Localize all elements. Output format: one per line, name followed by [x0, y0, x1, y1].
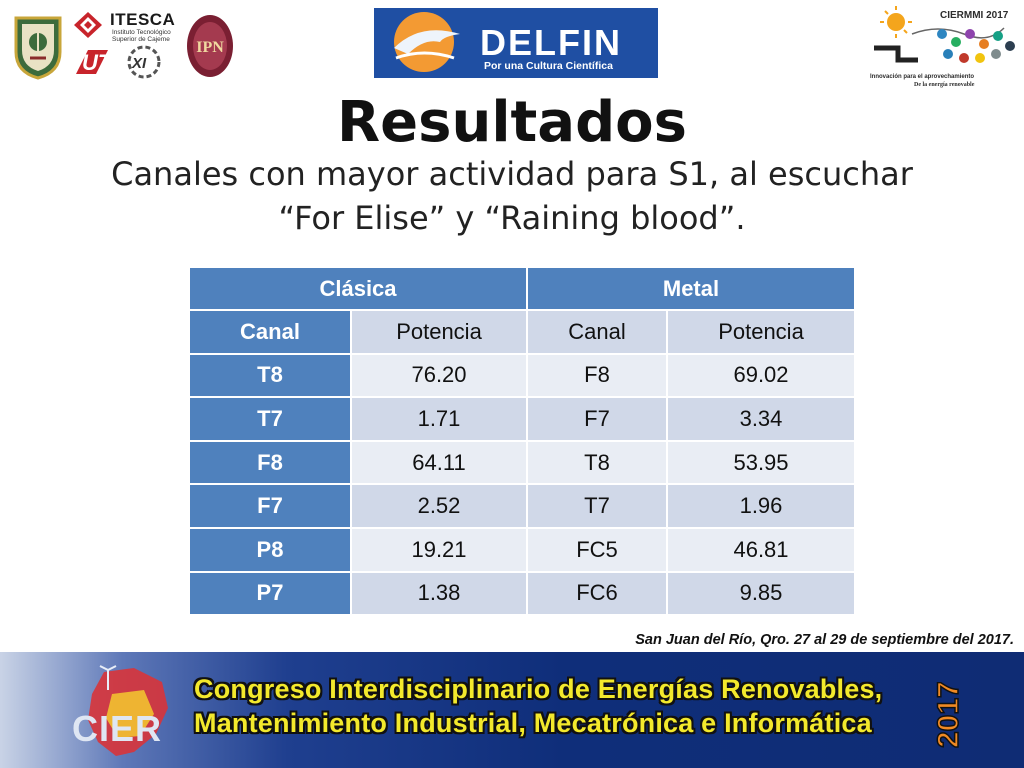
slide-title: Resultados	[337, 90, 687, 155]
row-potencia-metal: 3.34	[668, 398, 856, 442]
row-potencia-metal: 1.96	[668, 485, 856, 529]
column-header-potencia-clasica: Potencia	[352, 311, 528, 355]
group-header-clasica: Clásica	[190, 268, 528, 311]
ciermmi-title: CIERMMI 2017	[940, 10, 1009, 21]
banner-title-line-1: Congreso Interdisciplinario de Energías …	[194, 674, 883, 704]
itesca-sub-line-2: Superior de Cajeme	[112, 36, 170, 43]
table-row: T8 76.20 F8 69.02	[190, 354, 856, 399]
row-canal-metal: T8	[528, 441, 668, 486]
itesca-name: ITESCA	[110, 10, 176, 29]
row-potencia-metal: 69.02	[668, 354, 856, 399]
column-header-potencia-metal: Potencia	[668, 311, 856, 355]
delfin-wordmark: DELFIN	[480, 22, 622, 63]
row-canal-clasica: F7	[190, 485, 352, 529]
itesca-logo: ITESCA Instituto Tecnológico Superior de…	[70, 8, 178, 43]
row-potencia-metal: 46.81	[668, 528, 856, 573]
delfin-logo: DELFIN Por una Cultura Científica	[374, 8, 658, 78]
row-potencia-metal: 53.95	[668, 441, 856, 486]
row-canal-metal: F7	[528, 398, 668, 442]
row-canal-clasica: T7	[190, 398, 352, 442]
column-header-canal-clasica: Canal	[190, 311, 352, 355]
table-row: F7 2.52 T7 1.96	[190, 485, 856, 529]
row-canal-clasica: T8	[190, 354, 352, 399]
row-potencia-clasica: 76.20	[352, 354, 528, 399]
row-canal-clasica: P8	[190, 528, 352, 573]
cier-logo-text: CIER	[72, 708, 163, 749]
row-canal-metal: FC6	[528, 572, 668, 617]
banner-title-line-2: Mantenimiento Industrial, Mecatrónica e …	[194, 708, 872, 738]
event-location-date: San Juan del Río, Qro. 27 al 29 de septi…	[635, 632, 1014, 648]
row-potencia-clasica: 64.11	[352, 441, 528, 486]
table-group-header-row: Clásica Metal	[190, 268, 856, 311]
row-canal-clasica: F8	[190, 441, 352, 486]
row-canal-metal: F8	[528, 354, 668, 399]
row-potencia-clasica: 19.21	[352, 528, 528, 573]
university-shield-logo	[12, 14, 64, 80]
table-row: F8 64.11 T8 53.95	[190, 441, 856, 486]
ipn-logo: IPN	[184, 12, 236, 80]
row-potencia-metal: 9.85	[668, 572, 856, 617]
ciermmi-subtitle-1: Innovación para el aprovechamiento	[870, 74, 975, 80]
banner-year: 2017	[931, 682, 966, 749]
row-canal-metal: FC5	[528, 528, 668, 573]
row-potencia-clasica: 1.71	[352, 398, 528, 442]
banner-year-text: 2017	[932, 682, 965, 748]
ut-accent: XI	[131, 55, 147, 72]
congress-banner: CIER Congreso Interdisciplinario de Ener…	[0, 652, 1024, 768]
column-header-canal-metal: Canal	[528, 311, 668, 355]
table-row: T7 1.71 F7 3.34	[190, 398, 856, 442]
slide-subtitle: Canales con mayor actividad para S1, al …	[111, 155, 913, 237]
row-potencia-clasica: 1.38	[352, 572, 528, 617]
results-table: Clásica Metal Canal Potencia Canal Poten…	[190, 268, 856, 617]
table-column-header-row: Canal Potencia Canal Potencia	[190, 311, 856, 355]
row-canal-metal: T7	[528, 485, 668, 529]
row-potencia-clasica: 2.52	[352, 485, 528, 529]
itesca-sub-line-1: Instituto Tecnológico	[112, 29, 171, 36]
delfin-tagline: Por una Cultura Científica	[484, 60, 613, 72]
ciermmi-subtitle-2: De la energía renovable	[914, 82, 975, 88]
cier-logo: CIER	[64, 664, 190, 762]
group-header-metal: Metal	[528, 268, 856, 311]
table-row: P8 19.21 FC5 46.81	[190, 528, 856, 573]
table-row: P7 1.38 FC6 9.85	[190, 572, 856, 617]
ipn-text: IPN	[196, 39, 224, 56]
ut-logo: UT XI	[74, 44, 170, 80]
ut-text: UT	[82, 50, 113, 75]
row-canal-clasica: P7	[190, 572, 352, 617]
ciermmi-logo: CIERMMI 2017 Innovación para el aprovech…	[868, 4, 1018, 90]
